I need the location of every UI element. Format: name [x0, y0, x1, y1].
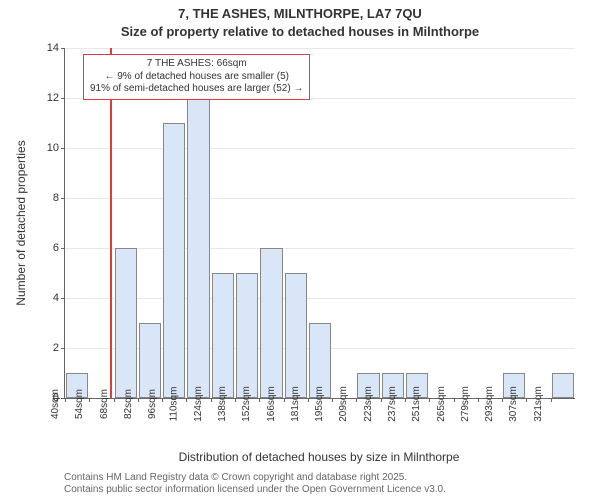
grid-line — [65, 48, 575, 49]
annotation-line: 91% of semi-detached houses are larger (… — [90, 83, 303, 96]
xtick-label: 110sqm — [169, 387, 180, 422]
xtick-mark — [284, 398, 285, 402]
xtick-mark — [186, 398, 187, 402]
xtick-label: 265sqm — [436, 386, 447, 422]
title-line-2: Size of property relative to detached ho… — [0, 24, 600, 39]
xtick-label: 209sqm — [339, 386, 350, 422]
grid-line — [65, 198, 575, 199]
ytick-label: 6 — [53, 242, 65, 254]
title-line-1: 7, THE ASHES, MILNTHORPE, LA7 7QU — [0, 6, 600, 21]
ytick-label: 4 — [53, 292, 65, 304]
histogram-bar — [236, 273, 258, 398]
xtick-label: 40sqm — [50, 389, 61, 419]
xtick-label: 96sqm — [147, 389, 158, 419]
xtick-label: 138sqm — [217, 386, 228, 422]
ytick-label: 10 — [47, 142, 65, 154]
histogram-bar — [552, 373, 574, 398]
xtick-label: 124sqm — [193, 386, 204, 422]
xtick-mark — [381, 398, 382, 402]
xtick-mark — [211, 398, 212, 402]
xtick-mark — [138, 398, 139, 402]
xtick-mark — [235, 398, 236, 402]
x-axis-label: Distribution of detached houses by size … — [64, 450, 574, 464]
xtick-mark — [308, 398, 309, 402]
ytick-label: 14 — [47, 42, 65, 54]
footer-line-2: Contains public sector information licen… — [64, 484, 446, 496]
xtick-label: 166sqm — [266, 386, 277, 422]
xtick-label: 237sqm — [387, 386, 398, 422]
histogram-bar — [212, 273, 234, 398]
xtick-label: 307sqm — [509, 386, 520, 422]
xtick-label: 223sqm — [363, 386, 374, 422]
histogram-bar — [285, 273, 307, 398]
histogram-bar — [187, 98, 209, 398]
histogram-bar — [260, 248, 282, 398]
xtick-label: 195sqm — [314, 386, 325, 422]
xtick-mark — [259, 398, 260, 402]
histogram-bar — [163, 123, 185, 398]
y-axis-label: Number of detached properties — [14, 48, 28, 398]
chart-container: 7, THE ASHES, MILNTHORPE, LA7 7QU Size o… — [0, 0, 600, 500]
ytick-label: 2 — [53, 342, 65, 354]
xtick-mark — [162, 398, 163, 402]
xtick-label: 68sqm — [99, 389, 110, 419]
xtick-mark — [405, 398, 406, 402]
xtick-label: 152sqm — [241, 386, 252, 422]
grid-line — [65, 298, 575, 299]
reference-line — [110, 48, 112, 398]
xtick-mark — [332, 398, 333, 402]
xtick-mark — [526, 398, 527, 402]
xtick-mark — [551, 398, 552, 402]
xtick-label: 251sqm — [411, 386, 422, 422]
xtick-label: 321sqm — [533, 386, 544, 422]
footer-line-1: Contains HM Land Registry data © Crown c… — [64, 472, 446, 484]
xtick-label: 181sqm — [290, 386, 301, 422]
xtick-mark — [502, 398, 503, 402]
xtick-label: 82sqm — [123, 389, 134, 419]
annotation-line: 7 THE ASHES: 66sqm — [90, 58, 303, 71]
xtick-mark — [65, 398, 66, 402]
ytick-label: 8 — [53, 192, 65, 204]
xtick-mark — [478, 398, 479, 402]
annotation-line: ← 9% of detached houses are smaller (5) — [90, 71, 303, 84]
footer-attribution: Contains HM Land Registry data © Crown c… — [64, 472, 446, 496]
xtick-mark — [89, 398, 90, 402]
annotation-box: 7 THE ASHES: 66sqm← 9% of detached house… — [83, 54, 310, 100]
xtick-mark — [429, 398, 430, 402]
ytick-label: 12 — [47, 92, 65, 104]
xtick-label: 54sqm — [74, 389, 85, 419]
xtick-mark — [454, 398, 455, 402]
grid-line — [65, 248, 575, 249]
plot-area: 0246810121440sqm54sqm68sqm82sqm96sqm110s… — [64, 48, 575, 399]
xtick-label: 293sqm — [484, 386, 495, 422]
histogram-bar — [139, 323, 161, 398]
histogram-bar — [115, 248, 137, 398]
xtick-mark — [356, 398, 357, 402]
xtick-label: 279sqm — [460, 386, 471, 422]
grid-line — [65, 148, 575, 149]
xtick-mark — [114, 398, 115, 402]
